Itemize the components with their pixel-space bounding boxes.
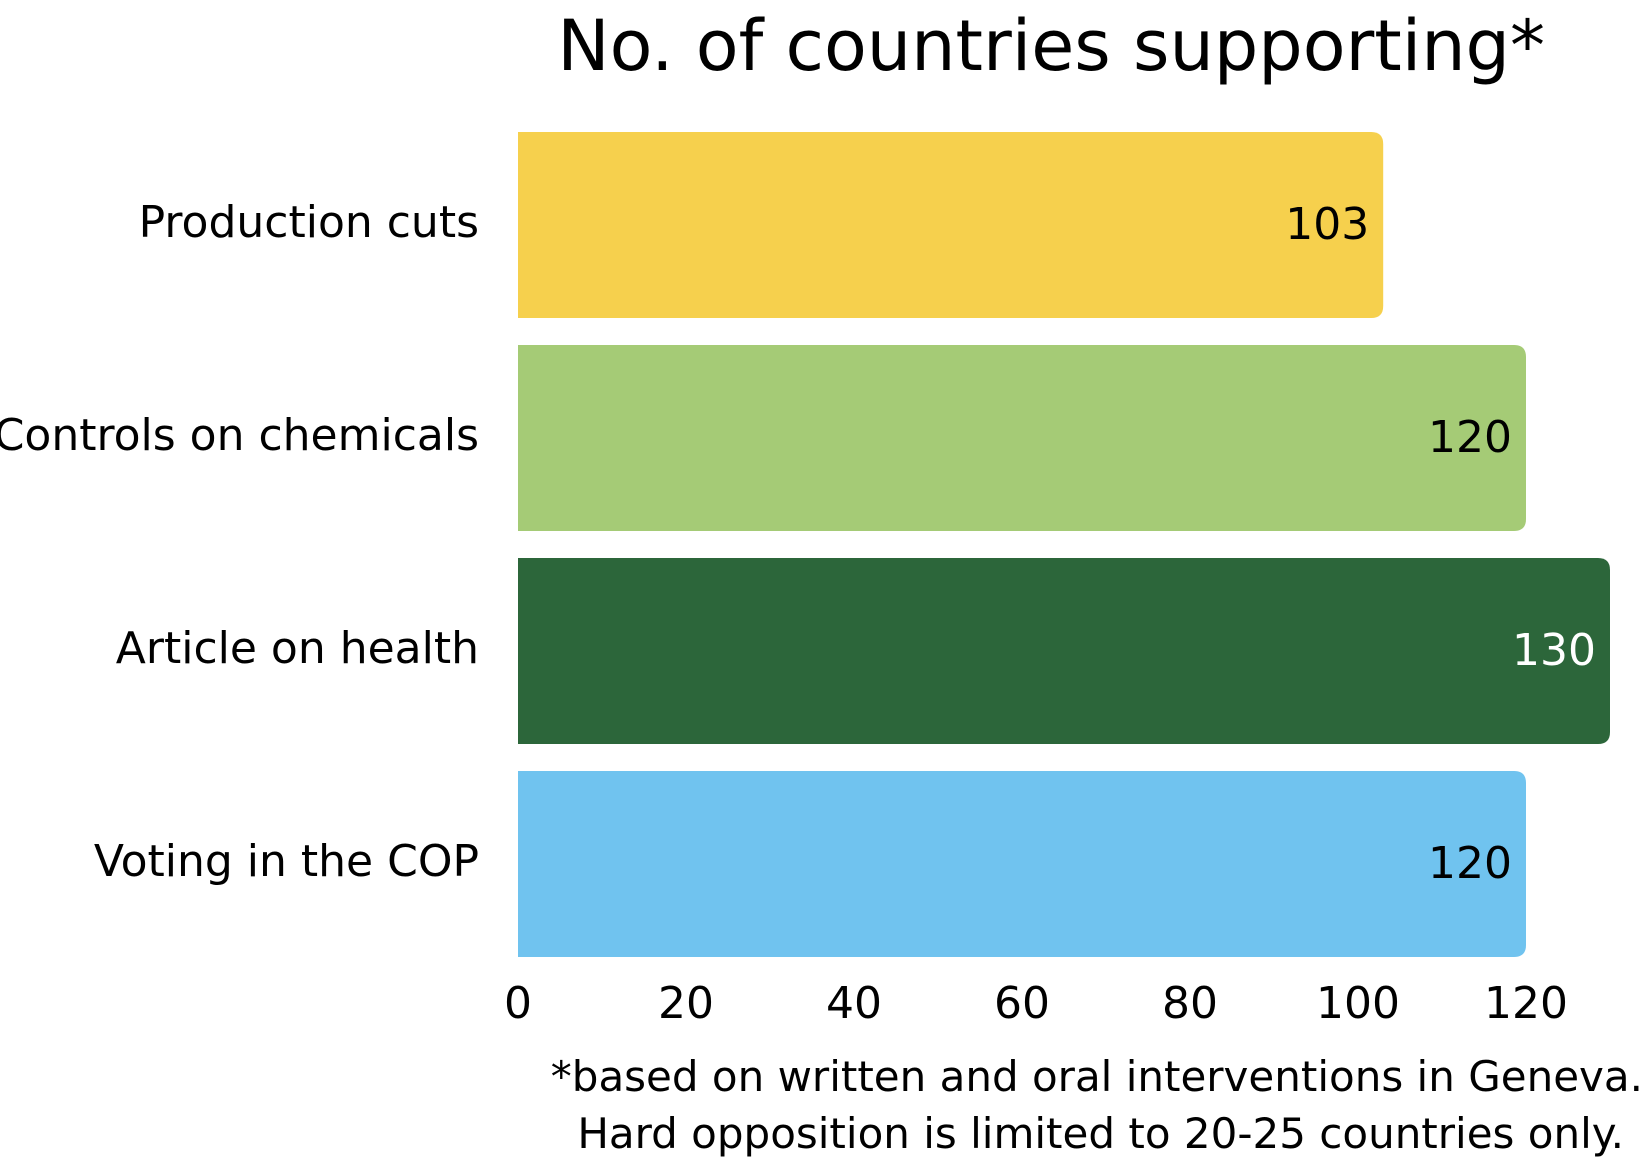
footnote-line-2: Hard opposition is limited to 20-25 coun…: [577, 1109, 1624, 1158]
bar-article-on-health: [518, 558, 1610, 744]
x-tick-label-0: 0: [504, 978, 532, 1029]
bar-controls-on-chemicals: [518, 345, 1526, 531]
value-label-voting-in-the-cop: 120: [1428, 838, 1512, 889]
category-label-voting-in-the-cop: Voting in the COP: [94, 836, 479, 887]
x-tick-label-100: 100: [1316, 978, 1400, 1029]
category-label-article-on-health: Article on health: [116, 623, 479, 674]
x-tick-label-120: 120: [1484, 978, 1568, 1029]
x-tick-label-80: 80: [1162, 978, 1218, 1029]
bar-voting-in-the-cop: [518, 771, 1526, 957]
category-label-production-cuts: Production cuts: [139, 197, 479, 248]
value-label-production-cuts: 103: [1285, 199, 1369, 250]
x-tick-label-40: 40: [826, 978, 882, 1029]
footnote-line-1: *based on written and oral interventions…: [551, 1052, 1643, 1101]
category-labels: Production cuts Controls on chemicals Arti…: [0, 197, 479, 887]
value-labels: 103 120 130 120: [1285, 199, 1596, 889]
bar-production-cuts: [518, 132, 1384, 318]
value-label-controls-on-chemicals: 120: [1428, 412, 1512, 463]
category-label-controls-on-chemicals: Controls on chemicals: [0, 410, 479, 461]
chart-title: No. of countries supporting*: [557, 5, 1545, 87]
x-tick-label-60: 60: [994, 978, 1050, 1029]
value-label-article-on-health: 130: [1512, 625, 1596, 676]
x-tick-label-20: 20: [658, 978, 714, 1029]
x-axis-ticks: 0 20 40 60 80 100 120: [504, 978, 1568, 1029]
bars-group: [518, 132, 1610, 957]
